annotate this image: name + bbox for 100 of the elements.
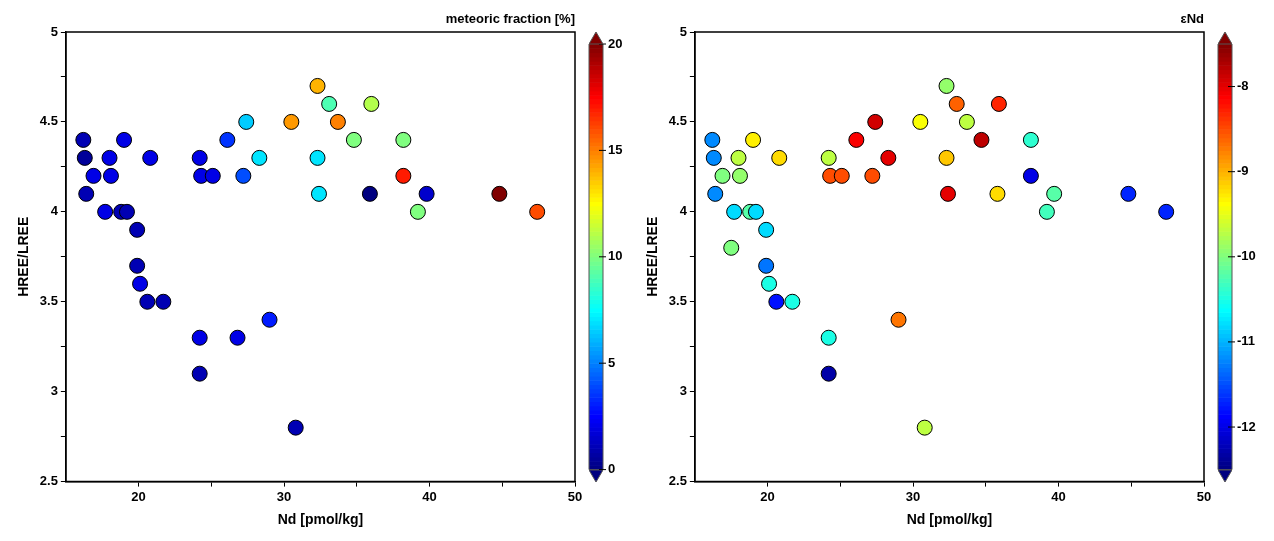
point bbox=[529, 203, 546, 220]
y-tick-label: 4.5 bbox=[668, 113, 687, 129]
point bbox=[235, 167, 252, 184]
point bbox=[1038, 203, 1055, 220]
y-tick-label: 4 bbox=[679, 203, 688, 219]
y-axis-title: HREE/LREE bbox=[15, 216, 32, 297]
point bbox=[116, 131, 133, 148]
point bbox=[705, 149, 722, 166]
point bbox=[78, 185, 95, 202]
color-bar-label: 20 bbox=[608, 35, 623, 51]
y-tick-label: 3 bbox=[50, 383, 58, 399]
y-tick-label: 2.5 bbox=[39, 473, 58, 489]
point bbox=[283, 113, 300, 130]
point bbox=[287, 419, 304, 436]
point bbox=[191, 365, 208, 382]
point bbox=[118, 203, 135, 220]
point bbox=[238, 113, 255, 130]
point bbox=[85, 167, 102, 184]
point bbox=[1022, 167, 1039, 184]
point bbox=[101, 149, 118, 166]
point bbox=[990, 95, 1007, 112]
point bbox=[938, 149, 955, 166]
point bbox=[820, 365, 837, 382]
point bbox=[229, 329, 246, 346]
point bbox=[491, 185, 508, 202]
point bbox=[912, 113, 929, 130]
x-tick-label: 20 bbox=[131, 488, 146, 504]
point bbox=[1158, 203, 1175, 220]
point bbox=[745, 131, 762, 148]
point bbox=[395, 131, 412, 148]
point bbox=[771, 149, 788, 166]
point bbox=[848, 131, 865, 148]
point bbox=[1022, 131, 1039, 148]
y-axis-title: HREE/LREE bbox=[644, 216, 661, 297]
point bbox=[191, 149, 208, 166]
point bbox=[345, 131, 362, 148]
point bbox=[890, 311, 907, 328]
y-tick-label: 3 bbox=[679, 383, 687, 399]
point bbox=[321, 95, 338, 112]
point bbox=[704, 131, 721, 148]
point bbox=[730, 149, 747, 166]
point bbox=[219, 131, 236, 148]
color-bar-label: 15 bbox=[608, 141, 623, 157]
color-bar-title: meteoric fraction [%] bbox=[445, 11, 575, 27]
point bbox=[726, 203, 743, 220]
point bbox=[867, 113, 884, 130]
point bbox=[714, 167, 731, 184]
color-bar-label: -9 bbox=[1237, 163, 1249, 179]
point bbox=[758, 257, 775, 274]
point bbox=[973, 131, 990, 148]
color-bar-label: 10 bbox=[608, 248, 623, 264]
x-tick-label: 20 bbox=[760, 488, 775, 504]
color-bar-label: -10 bbox=[1237, 248, 1256, 264]
point bbox=[329, 113, 346, 130]
point bbox=[938, 77, 955, 94]
point bbox=[880, 149, 897, 166]
point bbox=[948, 95, 965, 112]
point bbox=[129, 221, 146, 238]
point bbox=[139, 293, 156, 310]
point bbox=[784, 293, 801, 310]
y-tick-label: 4.5 bbox=[39, 113, 58, 129]
point bbox=[723, 239, 740, 256]
color-bar-label: -8 bbox=[1237, 78, 1249, 94]
point bbox=[409, 203, 426, 220]
point bbox=[132, 275, 149, 292]
point bbox=[939, 185, 956, 202]
point bbox=[731, 167, 748, 184]
point bbox=[75, 131, 92, 148]
point bbox=[102, 167, 119, 184]
point bbox=[361, 185, 378, 202]
point bbox=[395, 167, 412, 184]
x-tick-label: 50 bbox=[1196, 488, 1212, 504]
point bbox=[1046, 185, 1063, 202]
point bbox=[747, 203, 764, 220]
point bbox=[864, 167, 881, 184]
point bbox=[310, 185, 327, 202]
point bbox=[761, 275, 778, 292]
point bbox=[191, 329, 208, 346]
color-bar-label: 0 bbox=[608, 461, 616, 477]
x-tick-label: 50 bbox=[567, 488, 583, 504]
point bbox=[820, 149, 837, 166]
x-tick-label: 30 bbox=[905, 488, 921, 504]
point bbox=[418, 185, 435, 202]
point bbox=[1120, 185, 1137, 202]
y-tick-label: 5 bbox=[50, 23, 58, 39]
x-tick-label: 40 bbox=[1051, 488, 1066, 504]
y-tick-label: 5 bbox=[679, 23, 687, 39]
x-axis-title: Nd [pmol/kg] bbox=[906, 511, 993, 528]
color-bar-label: -11 bbox=[1237, 333, 1256, 349]
point bbox=[155, 293, 172, 310]
point bbox=[309, 149, 326, 166]
point bbox=[958, 113, 975, 130]
point bbox=[758, 221, 775, 238]
y-tick-label: 3.5 bbox=[668, 293, 687, 309]
color-bar-label: 5 bbox=[608, 354, 616, 370]
point bbox=[129, 257, 146, 274]
color-bar-label: -12 bbox=[1237, 418, 1256, 434]
point bbox=[707, 185, 724, 202]
x-tick-label: 30 bbox=[276, 488, 292, 504]
y-tick-label: 2.5 bbox=[668, 473, 687, 489]
